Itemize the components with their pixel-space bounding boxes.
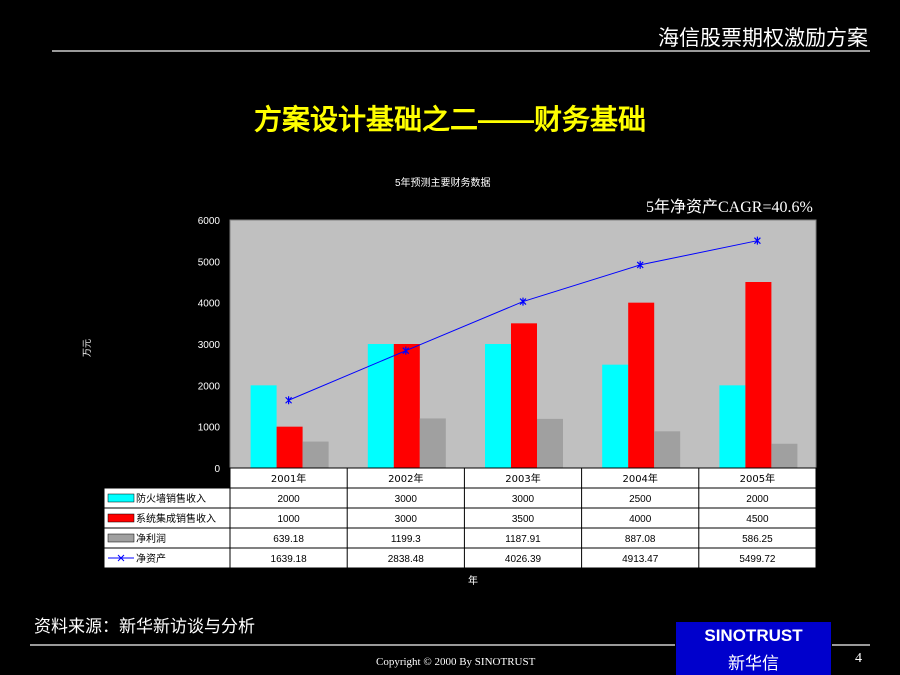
y-tick-label: 5000	[198, 257, 221, 268]
x-tick-label: 2005年	[740, 472, 775, 485]
header-divider	[52, 50, 870, 52]
y-axis-label: 万元	[83, 339, 93, 357]
data-label: 1639.18	[271, 554, 308, 565]
data-label: 1199.3	[391, 534, 421, 545]
y-tick-label: 4000	[198, 299, 221, 310]
chart-svg: 0 1000 2000 3000 4000 5000 6000 万元 2001年 2002年 200…	[83, 216, 817, 587]
logo-text-cn: 新华信	[728, 654, 779, 673]
footer-divider-right	[832, 644, 870, 646]
legend-label: 净利润	[136, 532, 166, 545]
slide-title: 方案设计基础之二——财务基础	[253, 104, 646, 135]
y-tick-label: 3000	[198, 340, 221, 351]
line-point	[636, 260, 644, 269]
header-title: 海信股票期权激励方案	[658, 27, 868, 50]
data-label: 2838.48	[388, 554, 425, 565]
bar	[537, 418, 563, 468]
bar	[602, 364, 629, 468]
bar	[276, 426, 303, 468]
legend-swatch	[107, 493, 135, 503]
chart-title: 5年预测主要财务数据	[395, 178, 491, 189]
bar	[367, 344, 394, 468]
data-label: 5499.72	[739, 554, 776, 565]
legend-label: 系统集成销售收入	[136, 512, 216, 525]
data-label: 2000	[277, 494, 300, 505]
data-label: 4000	[629, 514, 652, 525]
data-label: 1000	[277, 514, 300, 525]
bar	[393, 344, 420, 468]
data-label: 2500	[629, 494, 652, 505]
data-label: 3000	[395, 494, 418, 505]
bar	[628, 302, 655, 468]
bar	[771, 443, 798, 468]
data-label: 3000	[512, 494, 535, 505]
line-point	[402, 346, 410, 355]
data-label: 2000	[746, 494, 769, 505]
bar	[654, 431, 681, 468]
footer-divider	[30, 644, 675, 646]
x-axis-label: 年	[468, 574, 478, 587]
data-label: 586.25	[742, 534, 773, 545]
x-tick-label: 2002年	[388, 472, 423, 485]
bar	[302, 441, 329, 468]
page-number: 4	[855, 651, 862, 666]
cagr-annotation: 5年净资产CAGR=40.6%	[646, 199, 813, 216]
y-tick-label: 2000	[198, 381, 221, 392]
data-label: 639.18	[273, 534, 304, 545]
y-tick-label: 1000	[198, 423, 221, 434]
data-label: 3000	[395, 514, 418, 525]
line-point	[753, 236, 761, 245]
legend-marker	[117, 554, 125, 562]
data-label: 4026.39	[505, 554, 542, 565]
bar	[250, 385, 277, 468]
x-tick-label: 2003年	[505, 472, 540, 485]
x-tick-label: 2001年	[271, 472, 306, 485]
bar	[485, 344, 511, 468]
legend-label: 净资产	[136, 552, 166, 565]
data-label: 3500	[512, 514, 535, 525]
line-point	[285, 396, 293, 405]
y-tick-label: 6000	[198, 216, 221, 227]
bar	[511, 323, 537, 468]
line-point	[519, 297, 527, 306]
data-label: 4913.47	[622, 554, 659, 565]
legend-swatch	[107, 533, 135, 543]
legend-swatch	[107, 513, 135, 523]
y-tick-label: 0	[214, 464, 220, 475]
data-label: 887.08	[625, 534, 656, 545]
copyright-text: Copyright © 2000 By SINOTRUST	[376, 656, 536, 668]
x-tick-label: 2004年	[622, 472, 657, 485]
bar	[719, 385, 746, 468]
source-note: 资料来源：新华新访谈与分析	[34, 617, 255, 636]
bar	[745, 282, 772, 468]
bar	[419, 418, 446, 468]
logo-text-en: SINOTRUST	[704, 626, 803, 645]
data-label: 4500	[746, 514, 769, 525]
sinotrust-logo: SINOTRUST 新华信	[676, 622, 831, 675]
data-label: 1187.91	[505, 534, 541, 545]
legend-label: 防火墙销售收入	[136, 492, 206, 505]
